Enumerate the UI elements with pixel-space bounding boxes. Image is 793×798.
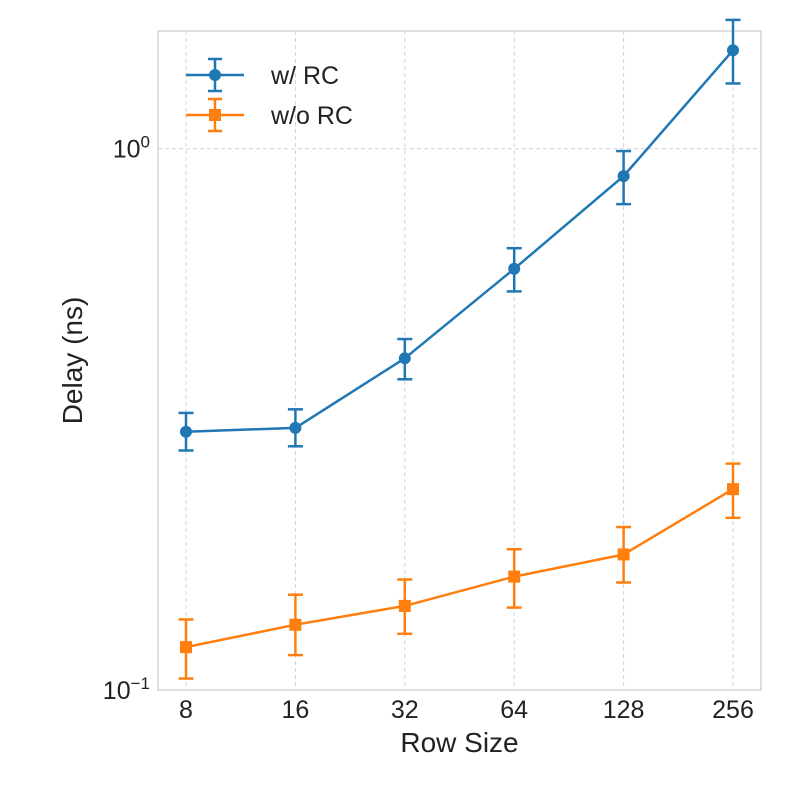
series-w-o-rc: [178, 462, 741, 680]
y-axis-label: Delay (ns): [57, 297, 88, 425]
data-point: [398, 352, 411, 365]
data-point: [289, 421, 302, 434]
y-tick-label: 10−1: [103, 674, 150, 705]
series-layer: [178, 18, 741, 680]
x-tick-label: 16: [281, 696, 309, 724]
data-point: [617, 548, 630, 561]
data-point: [727, 44, 739, 57]
legend-item: w/ RC: [186, 57, 339, 93]
legend: w/ RC w/o RC: [186, 57, 353, 133]
data-point: [508, 262, 521, 275]
legend-label: w/o RC: [270, 102, 353, 130]
legend-marker: [209, 109, 221, 121]
x-tick-label: 256: [712, 696, 754, 724]
x-tick-label: 128: [603, 696, 645, 724]
legend-label: w/ RC: [270, 62, 339, 90]
legend-item: w/o RC: [186, 97, 353, 133]
x-tick-labels: 8 16 32 64 128 256: [179, 696, 754, 724]
data-point: [398, 599, 411, 612]
y-tick-labels: 10−1 100: [103, 133, 150, 705]
data-point: [727, 483, 739, 496]
x-tick-label: 32: [391, 696, 419, 724]
series-line: [185, 488, 734, 649]
y-tick-label: 100: [113, 133, 150, 164]
x-tick-label: 8: [179, 696, 193, 724]
data-point: [180, 425, 192, 438]
data-point: [508, 570, 521, 583]
data-point: [289, 618, 302, 631]
series-w-rc: [178, 18, 741, 452]
plot-frame: [157, 30, 762, 691]
series-line: [185, 49, 734, 433]
legend-marker: [209, 69, 221, 81]
x-tick-label: 64: [500, 696, 528, 724]
data-point: [180, 641, 192, 654]
data-point: [617, 170, 630, 183]
x-axis-label: Row Size: [400, 727, 518, 758]
